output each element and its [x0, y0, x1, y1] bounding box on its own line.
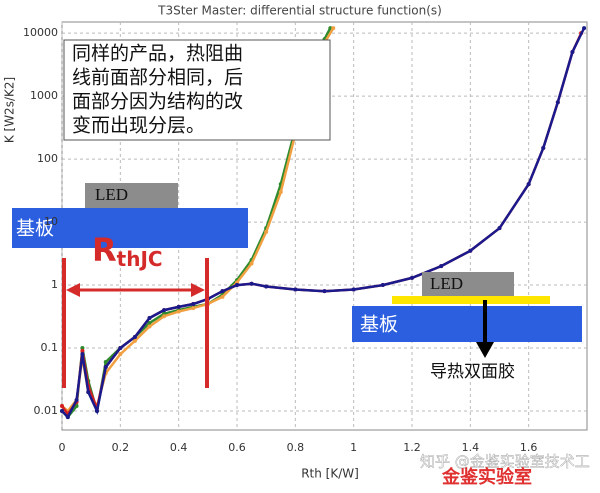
data-point [176, 304, 181, 309]
y-tick-label: 1 [51, 278, 58, 291]
data-point [582, 26, 587, 31]
x-tick-label: 1.4 [462, 441, 480, 454]
x-axis-label: Rth [K/W] [301, 467, 359, 481]
data-point [468, 248, 473, 253]
data-point [526, 182, 531, 187]
x-tick-label: 0.2 [112, 441, 130, 454]
data-point [278, 190, 283, 195]
data-point [95, 409, 99, 414]
note-box [63, 39, 331, 141]
data-point [103, 360, 108, 365]
data-point [220, 294, 225, 299]
note-line: 变而出现分层。 [72, 115, 205, 137]
data-point [103, 365, 108, 370]
data-point [132, 338, 137, 343]
curves [60, 26, 587, 420]
y-tick-label: 10 [44, 215, 58, 228]
data-point [541, 145, 546, 150]
data-point [249, 261, 254, 266]
data-point [410, 275, 414, 280]
led-block [85, 183, 178, 208]
data-point [191, 302, 196, 307]
substrate-label: 基板 [16, 218, 54, 240]
y-tick-label: 0.01 [34, 404, 59, 417]
tape-label: 导热双面胶 [430, 362, 515, 382]
data-point [322, 289, 327, 294]
y-tick-label: 1000 [30, 89, 58, 102]
x-tick-label: 1 [350, 441, 357, 454]
data-point [235, 283, 239, 288]
brand: 金鉴实验室 [441, 466, 532, 488]
note-line: 同样的产品，热阻曲 [72, 43, 243, 65]
data-point [80, 348, 85, 353]
data-point [264, 229, 269, 234]
data-point [147, 320, 152, 325]
data-point [293, 287, 298, 292]
y-tick-label: 100 [37, 152, 58, 165]
x-tick-label: 0.8 [287, 441, 305, 454]
data-point [570, 50, 575, 55]
data-point [80, 346, 85, 351]
led-label: LED [95, 185, 128, 204]
tape-layer [392, 296, 550, 304]
y-axis-label: K [W2s/K2] [3, 77, 17, 143]
data-point [162, 314, 167, 319]
data-point [65, 415, 70, 420]
data-point [60, 404, 64, 409]
data-point [86, 390, 91, 395]
data-point [555, 100, 560, 105]
data-point [249, 281, 254, 286]
led-label: LED [430, 274, 463, 293]
x-tick-label: 1.6 [520, 441, 538, 454]
rthjc-label: RthJC [92, 231, 163, 271]
y-tick-label: 10000 [23, 26, 58, 39]
substrate-block [12, 208, 248, 248]
substrate-label: 基板 [360, 314, 398, 336]
x-tick-label: 1.2 [403, 441, 421, 454]
data-point [60, 409, 64, 414]
arrow-head [66, 283, 80, 297]
data-point [80, 352, 85, 357]
data-point [191, 306, 196, 311]
arrow-head [191, 283, 205, 297]
rthjc-sub: thJC [117, 247, 163, 271]
data-point [176, 309, 181, 314]
note-line: 面部分因为结构的改 [72, 91, 243, 113]
chart-title: T3Ster Master: differential structure fu… [157, 4, 442, 18]
data-point [118, 346, 123, 351]
data-point [351, 287, 356, 292]
led-block [422, 272, 514, 297]
data-point [74, 397, 79, 402]
note-line: 线前面部分相同，后 [72, 67, 243, 89]
data-point [497, 226, 502, 231]
x-tick-label: 0.4 [170, 441, 188, 454]
data-point [439, 264, 444, 269]
arrow-head [476, 342, 494, 358]
x-tick-label: 0.6 [228, 441, 246, 454]
rthjc-main: R [92, 231, 117, 269]
data-point [118, 352, 123, 357]
y-tick-label: 0.1 [41, 341, 59, 354]
data-point [380, 283, 385, 288]
data-point [147, 315, 152, 320]
x-tick-label: 0 [59, 441, 66, 454]
watermark: 知乎 @金鉴实验室技术工 [420, 453, 590, 471]
data-point [331, 26, 336, 31]
substrate-block [352, 306, 582, 342]
data-point [162, 308, 167, 313]
note: 同样的产品，热阻曲 线前面部分相同，后 面部分因为结构的改 变而出现分层。 [72, 43, 243, 137]
data-point [147, 324, 152, 329]
data-point [264, 284, 269, 289]
data-point [132, 334, 137, 339]
data-point [220, 289, 225, 294]
